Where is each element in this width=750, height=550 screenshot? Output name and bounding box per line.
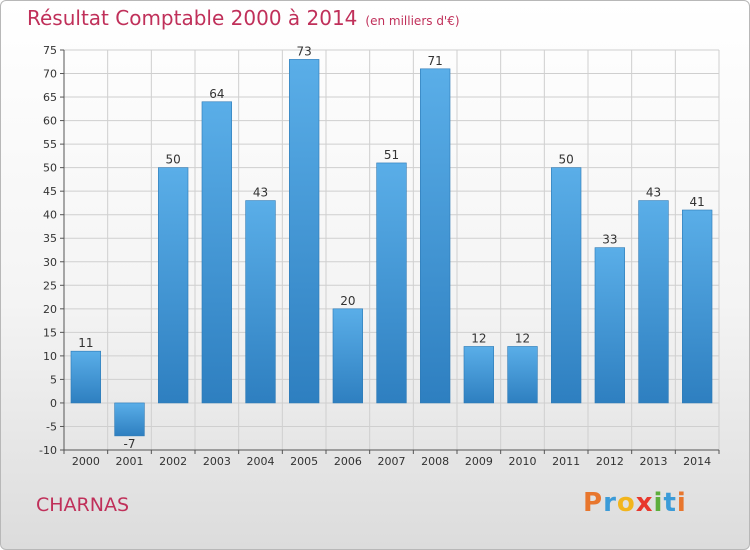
y-tick-label: 50 bbox=[43, 162, 57, 175]
logo-letter: o bbox=[616, 488, 636, 518]
y-tick-label: 70 bbox=[43, 68, 57, 81]
data-label-2009: 12 bbox=[471, 331, 486, 345]
y-tick-label: -10 bbox=[39, 444, 57, 457]
bar-2011 bbox=[551, 167, 582, 404]
data-labels: 11 -7 50 64 43 73 20 51 71 12 12 50 33 43 41 bbox=[78, 44, 705, 450]
x-tick-label: 2012 bbox=[596, 455, 624, 468]
bar-2000 bbox=[70, 350, 101, 404]
data-label-2013: 43 bbox=[646, 186, 661, 200]
x-tick-label: 2009 bbox=[465, 455, 493, 468]
bar-2003 bbox=[201, 101, 232, 404]
bar-2005 bbox=[289, 59, 320, 404]
bar-2007 bbox=[376, 162, 407, 404]
data-label-2006: 20 bbox=[340, 294, 355, 308]
x-tick-label: 2010 bbox=[509, 455, 537, 468]
y-tick-label: 75 bbox=[43, 44, 57, 57]
x-tick-label: 2014 bbox=[683, 455, 711, 468]
x-tick-label: 2011 bbox=[552, 455, 580, 468]
bar-2006 bbox=[332, 308, 363, 404]
data-label-2005: 73 bbox=[297, 44, 312, 58]
bar-2014 bbox=[682, 209, 713, 404]
x-tick-label: 2008 bbox=[421, 455, 449, 468]
data-label-2011: 50 bbox=[559, 153, 574, 167]
data-label-2012: 33 bbox=[602, 233, 617, 247]
data-label-2000: 11 bbox=[78, 336, 93, 350]
y-tick-label: 55 bbox=[43, 138, 57, 151]
x-tick-label: 2006 bbox=[334, 455, 362, 468]
y-tick-label: 60 bbox=[43, 115, 57, 128]
bar-2013 bbox=[638, 200, 669, 404]
bars bbox=[70, 59, 713, 437]
data-label-2004: 43 bbox=[253, 186, 268, 200]
logo-letter: x bbox=[635, 488, 654, 518]
data-label-2001: -7 bbox=[124, 437, 136, 451]
data-label-2003: 64 bbox=[209, 87, 224, 101]
data-label-2010: 12 bbox=[515, 331, 530, 345]
x-tick-label: 2002 bbox=[159, 455, 187, 468]
data-label-2008: 71 bbox=[428, 54, 443, 68]
logo-letter: t bbox=[663, 488, 677, 518]
chart-subtitle: (en milliers d'€) bbox=[365, 14, 460, 28]
x-tick-label: 2004 bbox=[247, 455, 275, 468]
proxiti-logo: Proxiti bbox=[583, 488, 687, 518]
logo-letter: P bbox=[583, 488, 604, 518]
y-tick-label: -5 bbox=[46, 420, 57, 433]
data-label-2007: 51 bbox=[384, 148, 399, 162]
x-tick-label: 2001 bbox=[116, 455, 144, 468]
y-tick-label: 25 bbox=[43, 279, 57, 292]
bar-2001 bbox=[114, 402, 145, 437]
y-tick-label: 0 bbox=[50, 397, 57, 410]
x-tick-label: 2003 bbox=[203, 455, 231, 468]
x-tick-label: 2000 bbox=[72, 455, 100, 468]
data-label-2002: 50 bbox=[166, 153, 181, 167]
data-label-2014: 41 bbox=[690, 195, 705, 209]
logo-letter: r bbox=[603, 488, 617, 518]
bar-2004 bbox=[245, 200, 276, 404]
axes: -10 -5 0 5 10 15 20 25 30 35 40 45 50 55 60 65 70 75 2000 2… bbox=[39, 44, 720, 468]
commune-name: CHARNAS bbox=[36, 494, 130, 516]
logo-letter: i bbox=[653, 488, 664, 518]
y-tick-label: 35 bbox=[43, 232, 57, 245]
chart-title-text: Résultat Comptable 2000 à 2014 bbox=[27, 6, 358, 30]
y-tick-label: 5 bbox=[50, 373, 57, 386]
x-tick-label: 2007 bbox=[378, 455, 406, 468]
bar-2002 bbox=[158, 167, 189, 404]
logo-letter: i bbox=[676, 488, 687, 518]
chart-title: Résultat Comptable 2000 à 2014 (en millie… bbox=[27, 6, 460, 30]
y-tick-label: 20 bbox=[43, 303, 57, 316]
bar-2009 bbox=[463, 346, 494, 404]
bar-2010 bbox=[507, 346, 538, 404]
y-tick-label: 10 bbox=[43, 350, 57, 363]
bar-2012 bbox=[594, 247, 625, 404]
y-tick-label: 40 bbox=[43, 209, 57, 222]
bar-2008 bbox=[420, 68, 451, 404]
y-tick-label: 65 bbox=[43, 91, 57, 104]
y-tick-label: 30 bbox=[43, 256, 57, 269]
y-tick-label: 15 bbox=[43, 326, 57, 339]
y-tick-label: 45 bbox=[43, 185, 57, 198]
x-tick-label: 2013 bbox=[640, 455, 668, 468]
x-tick-label: 2005 bbox=[290, 455, 318, 468]
